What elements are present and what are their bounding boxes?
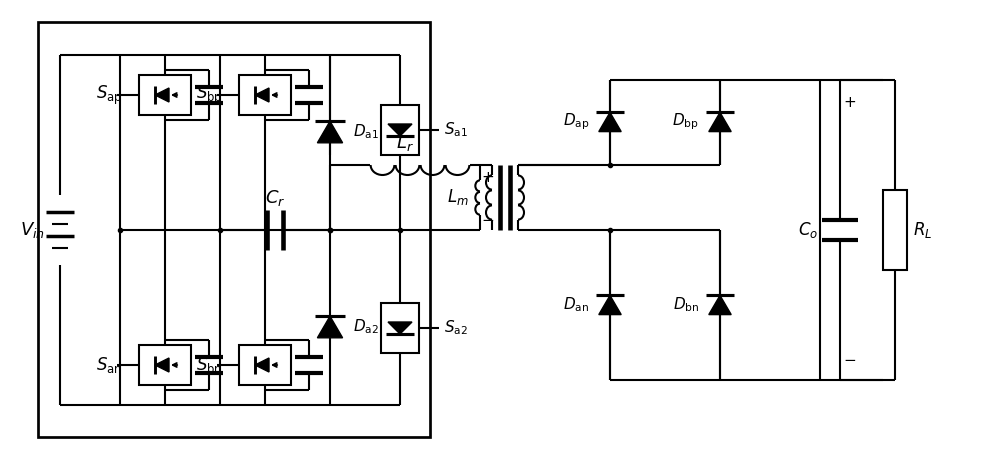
Polygon shape [388, 124, 412, 136]
Text: $S_{\rm a2}$: $S_{\rm a2}$ [444, 319, 468, 337]
Bar [381, 105, 419, 155]
Polygon shape [155, 88, 169, 102]
Polygon shape [317, 316, 343, 338]
Bar [139, 75, 191, 115]
Text: $L_m$: $L_m$ [447, 187, 469, 207]
Text: $-$: $-$ [481, 211, 495, 225]
Text: $-$: $-$ [843, 351, 857, 365]
Text: $S_{\rm bp}$: $S_{\rm bp}$ [196, 84, 222, 106]
Polygon shape [317, 121, 343, 143]
Polygon shape [155, 358, 169, 372]
Bar [239, 345, 291, 385]
Polygon shape [599, 112, 621, 132]
Polygon shape [709, 112, 731, 132]
Text: $S_{\rm bn}$: $S_{\rm bn}$ [196, 355, 222, 375]
Text: $S_{\rm a1}$: $S_{\rm a1}$ [444, 121, 468, 140]
Bar [883, 190, 907, 270]
Text: $D_{\rm a1}$: $D_{\rm a1}$ [353, 123, 379, 141]
Text: $S_{\rm ap}$: $S_{\rm ap}$ [96, 84, 122, 106]
Text: $D_{\rm an}$: $D_{\rm an}$ [563, 296, 589, 314]
Text: $C_o$: $C_o$ [798, 220, 818, 240]
Bar [381, 303, 419, 353]
Polygon shape [255, 88, 269, 102]
Text: $V_{in}$: $V_{in}$ [20, 220, 44, 240]
Text: $D_{\rm bp}$: $D_{\rm bp}$ [672, 112, 699, 132]
Text: $S_{\rm an}$: $S_{\rm an}$ [96, 355, 122, 375]
Text: $R_L$: $R_L$ [913, 220, 932, 240]
Polygon shape [388, 322, 412, 334]
Text: $C_r$: $C_r$ [265, 188, 285, 208]
Polygon shape [709, 296, 731, 314]
Text: $+$: $+$ [481, 169, 495, 185]
Text: $L_r$: $L_r$ [396, 133, 414, 153]
Polygon shape [255, 358, 269, 372]
Bar [38, 22, 430, 437]
Text: $D_{\rm bn}$: $D_{\rm bn}$ [673, 296, 699, 314]
Text: $+$: $+$ [843, 95, 857, 110]
Text: $D_{\rm a2}$: $D_{\rm a2}$ [353, 318, 379, 336]
Bar [239, 75, 291, 115]
Text: $D_{\rm ap}$: $D_{\rm ap}$ [563, 112, 589, 132]
Polygon shape [599, 296, 621, 314]
Bar [139, 345, 191, 385]
